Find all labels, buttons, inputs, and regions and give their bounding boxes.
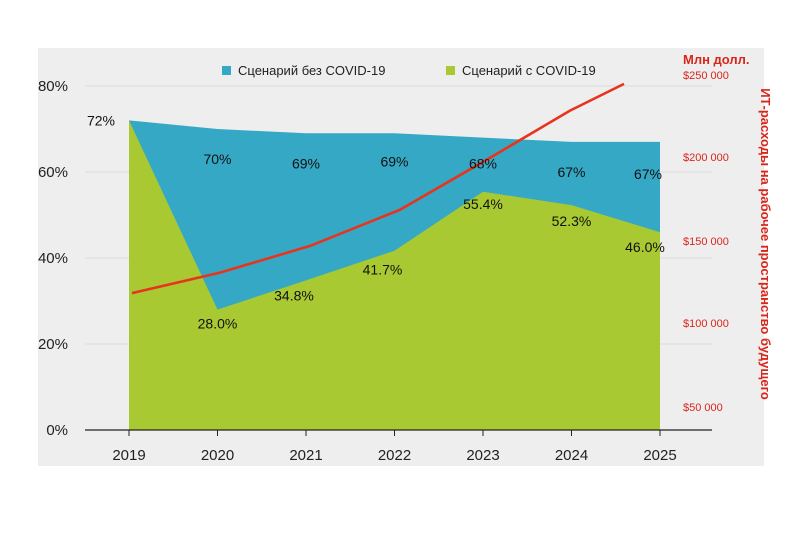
- legend-swatch: [222, 66, 231, 75]
- right-axis: $50 000 $100 000 $150 000 $200 000 $250 000 М…: [683, 52, 773, 414]
- legend-swatch: [446, 66, 455, 75]
- right-axis-title: ИТ-расходы на рабочее пространство будущ…: [758, 88, 773, 400]
- y-tick-label: 0%: [46, 422, 68, 439]
- x-tick-label: 2022: [378, 447, 411, 464]
- area-series: [129, 120, 660, 431]
- right-tick-label: $250 000: [683, 70, 729, 82]
- x-tick-label: 2024: [555, 447, 588, 464]
- data-label-with-covid: 55.4%: [463, 196, 503, 212]
- data-label-with-covid: 41.7%: [363, 262, 403, 278]
- data-label-without-covid: 69%: [380, 153, 408, 169]
- right-tick-label: $100 000: [683, 318, 729, 330]
- data-label-without-covid: 67%: [634, 166, 662, 182]
- y-tick-label: 20%: [38, 336, 68, 353]
- y-tick-label: 40%: [38, 250, 68, 267]
- x-tick-label: 2023: [466, 447, 499, 464]
- data-label-without-covid: 72%: [87, 112, 115, 128]
- right-axis-unit: Млн долл.: [683, 52, 750, 67]
- y-tick-label: 80%: [38, 78, 68, 95]
- data-label-with-covid: 28.0%: [198, 316, 238, 332]
- data-label-without-covid: 69%: [292, 155, 320, 171]
- legend-label: Сценарий с COVID-19: [462, 63, 596, 78]
- data-label-without-covid: 70%: [203, 151, 231, 167]
- data-labels: 72% 70% 69% 69% 68% 67% 67% 28.0% 34.8% 41.7% 55.4…: [87, 112, 665, 331]
- right-tick-label: $150 000: [683, 236, 729, 248]
- secondary-line-series: [131, 82, 625, 295]
- y-tick-label: 60%: [38, 164, 68, 181]
- x-tick-label: 2020: [201, 447, 234, 464]
- legend: Сценарий без COVID-19 Сценарий с COVID-19: [222, 63, 596, 78]
- line-it-spending: [131, 82, 625, 295]
- right-tick-label: $50 000: [683, 402, 723, 414]
- data-label-with-covid: 46.0%: [625, 239, 665, 255]
- legend-label: Сценарий без COVID-19: [238, 63, 385, 78]
- axes: 0% 20% 40% 60% 80% 2019 2020 2021 2022 2023 2024 20…: [38, 78, 712, 464]
- x-tick-label: 2025: [643, 447, 676, 464]
- right-tick-label: $200 000: [683, 152, 729, 164]
- data-label-with-covid: 34.8%: [274, 287, 314, 303]
- data-label-without-covid: 68%: [469, 156, 497, 172]
- data-label-with-covid: 52.3%: [552, 213, 592, 229]
- data-label-without-covid: 67%: [557, 164, 585, 180]
- x-tick-label: 2021: [289, 447, 322, 464]
- area-scenario-with-covid: [129, 120, 660, 431]
- x-tick-label: 2019: [112, 447, 145, 464]
